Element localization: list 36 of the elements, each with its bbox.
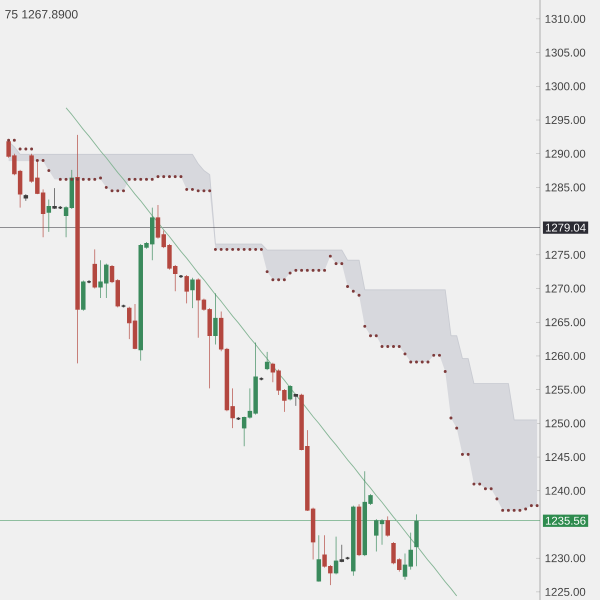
y-tick-label: 1305.00 — [546, 48, 586, 57]
candlestick — [46, 199, 52, 232]
candlestick — [316, 534, 322, 582]
y-tick-label: 1300.00 — [546, 82, 586, 90]
ref-line-label: 1279.04 — [546, 224, 586, 232]
candlestick — [190, 277, 195, 308]
candlestick — [184, 274, 189, 304]
candlestick — [334, 536, 338, 575]
y-tick-label: 1290.00 — [546, 150, 586, 158]
candlestick — [75, 134, 80, 364]
y-tick-label: 1265.00 — [546, 318, 586, 326]
y-tick-label: 1230.00 — [546, 554, 586, 562]
candlestick — [213, 292, 218, 345]
candlestick — [92, 249, 98, 289]
candlestick — [340, 544, 344, 563]
y-tick-label: 1295.00 — [546, 116, 586, 124]
y-tick-label: 1270.00 — [546, 284, 586, 293]
y-tick-label: 1225.00 — [546, 588, 586, 596]
candlestick — [386, 516, 390, 537]
y-tick-label: 1250.00 — [546, 419, 586, 428]
y-tick-label: 1275.00 — [546, 250, 586, 259]
candlestick — [356, 504, 362, 557]
candlestick — [81, 280, 86, 312]
candlestick — [24, 194, 28, 202]
y-tick-label: 1260.00 — [546, 352, 586, 360]
y-tick-label: 1245.00 — [546, 453, 586, 462]
y-tick-label: 1285.00 — [546, 183, 586, 192]
ref-line-label: 1235.56 — [546, 516, 586, 525]
candlestick — [288, 384, 292, 401]
candlestick — [351, 505, 356, 576]
y-tick-label: 1240.00 — [546, 486, 586, 495]
candlestick — [414, 514, 419, 567]
y-tick-label: 1310.00 — [546, 14, 586, 23]
y-tick-label: 1255.00 — [546, 386, 586, 394]
candlestick — [264, 352, 270, 370]
annotation: 75 1267.8900 — [5, 10, 78, 19]
